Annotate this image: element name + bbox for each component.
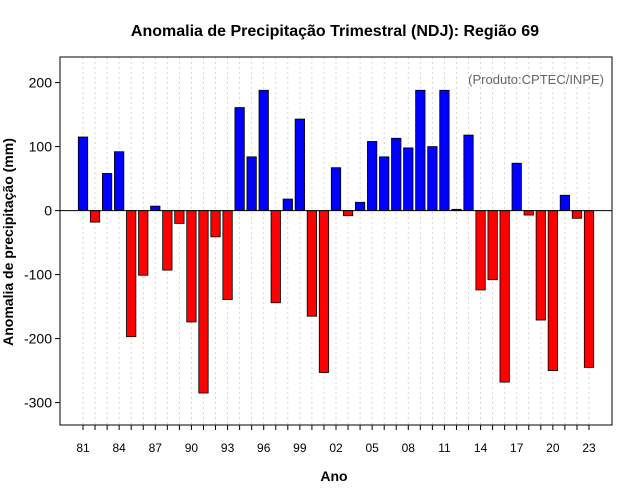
y-axis-label: Anomalia de precipitação (mm) — [0, 138, 16, 346]
bar-13 — [463, 134, 474, 211]
y-tick-label: 100 — [29, 139, 53, 155]
x-tick-label: 17 — [510, 441, 524, 455]
bar-03 — [342, 210, 354, 217]
x-tick-label: 84 — [112, 441, 126, 455]
bar-91 — [198, 210, 209, 394]
bar-11 — [439, 89, 450, 211]
bar-23 — [583, 210, 595, 368]
chart-title: Anomalia de Precipitação Trimestral (NDJ… — [131, 23, 539, 40]
x-tick-label: 14 — [474, 441, 488, 455]
y-tick-label: 200 — [29, 75, 53, 91]
grid-lines — [82, 57, 590, 425]
bar-22 — [571, 210, 583, 219]
x-tick-label: 11 — [438, 441, 451, 455]
bar-05 — [367, 141, 378, 211]
bar-14 — [475, 210, 486, 291]
x-tick-label: 23 — [582, 441, 596, 455]
x-axis-label: Ano — [320, 468, 347, 484]
y-tick-label: -200 — [24, 331, 52, 347]
bar-15 — [487, 210, 498, 281]
x-tick-label: 05 — [365, 441, 379, 455]
bar-85 — [126, 210, 137, 338]
bar-84 — [114, 151, 125, 212]
bar-95 — [246, 156, 257, 211]
x-tick-label: 93 — [221, 441, 235, 455]
bar-21 — [559, 194, 571, 212]
bar-89 — [174, 210, 185, 224]
bar-01 — [318, 210, 330, 373]
bar-19 — [535, 210, 546, 321]
bar-08 — [403, 147, 414, 212]
bar-93 — [222, 210, 233, 300]
x-axis: 81 84 87 90 93 96 99 02 05 08 11 14 17 20 23 — [76, 425, 596, 455]
product-annotation: (Produto:CPTEC/INPE) — [468, 72, 604, 87]
bar-82 — [89, 210, 101, 223]
bar-81 — [77, 136, 89, 211]
bar-16 — [499, 210, 510, 383]
bar-99 — [294, 118, 305, 211]
x-tick-label: 96 — [257, 441, 271, 455]
bar-94 — [234, 107, 245, 211]
bar-90 — [186, 210, 197, 323]
y-tick-label: -100 — [24, 267, 52, 283]
y-axis: -300 -200 -100 0 100 200 — [24, 75, 60, 411]
bar-92 — [210, 210, 221, 238]
x-tick-label: 08 — [402, 441, 416, 455]
bar-97 — [270, 210, 281, 304]
bar-87 — [150, 205, 161, 211]
x-tick-label: 87 — [149, 441, 163, 455]
x-tick-label: 81 — [76, 441, 90, 455]
bar-04 — [354, 201, 366, 211]
y-tick-label: -300 — [24, 395, 52, 411]
x-tick-label: 20 — [546, 441, 560, 455]
x-tick-label: 02 — [329, 441, 343, 455]
bar-96 — [258, 89, 269, 211]
bar-07 — [391, 137, 402, 211]
bar-02 — [330, 167, 342, 212]
bar-86 — [138, 210, 149, 276]
bar-10 — [427, 146, 438, 212]
y-tick-label: 0 — [44, 203, 52, 219]
bar-83 — [101, 173, 113, 211]
bar-20 — [547, 210, 558, 372]
bar-09 — [415, 89, 426, 211]
bar-17 — [511, 162, 522, 212]
bar-18 — [523, 210, 534, 216]
x-tick-label: 90 — [185, 441, 199, 455]
bar-98 — [282, 198, 293, 212]
x-tick-label: 99 — [293, 441, 307, 455]
bar-06 — [379, 156, 390, 211]
bars — [77, 89, 595, 394]
bar-88 — [162, 210, 173, 271]
bar-00 — [306, 210, 318, 317]
